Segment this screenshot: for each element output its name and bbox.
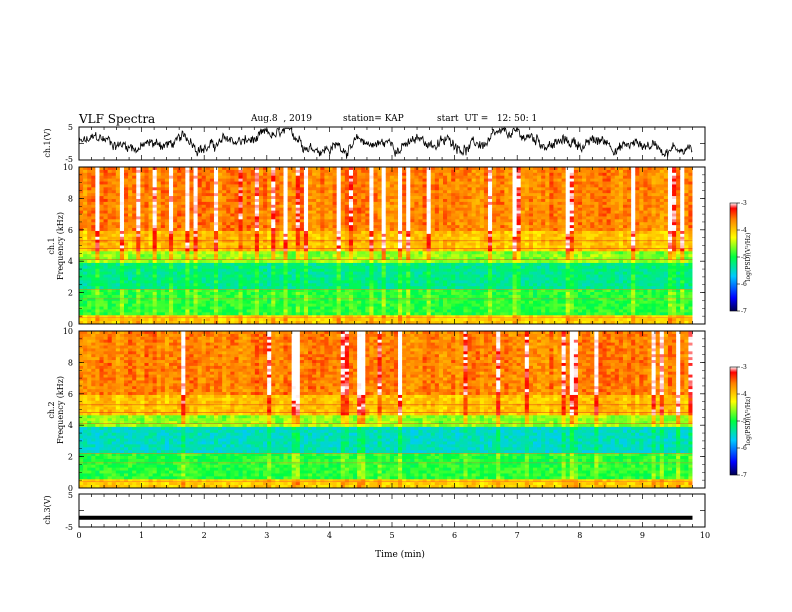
xtick-label: 4: [327, 531, 332, 540]
ch2-spectrogram-ylabel: Frequency (kHz): [56, 376, 65, 444]
ytick-label: 6: [68, 390, 73, 399]
ch2-spectrogram-yticks: 0 2 4 6 8 10: [63, 327, 706, 493]
ch1-colorbar: [729, 202, 738, 312]
ch1-waveform-ylabel: ch.1(V): [43, 128, 52, 157]
ch3-ytick-bottom: -5: [65, 523, 73, 532]
xtick-label: 8: [577, 531, 582, 540]
ch3-waveform-frame: [78, 493, 706, 528]
ch1-ytick-top: 5: [68, 123, 73, 132]
ch3-ytick-top: 5: [68, 491, 73, 500]
ytick-label: 0: [68, 320, 73, 329]
ytick-label: 10: [63, 327, 73, 336]
xtick-label: 5: [389, 531, 394, 540]
time-axis-ticklabels: 0 1 2 3 4 5 6 7 8 9 10: [76, 531, 710, 540]
colorbar-tick-label: -5: [741, 254, 747, 261]
ytick-label: 0: [68, 484, 73, 493]
chart-title: VLF Spectra: [79, 112, 156, 126]
ch2-spectrogram-label: ch.2: [47, 401, 56, 418]
ch2-colorbar-label: log(PSD)(V²/Hz): [745, 397, 752, 446]
header-station: station= KAP: [343, 114, 404, 124]
colorbar-tick-label: -4: [741, 227, 747, 234]
xtick-label: 3: [264, 531, 269, 540]
ytick-label: 8: [68, 358, 73, 367]
ytick-label: 2: [68, 453, 73, 462]
ch1-colorbar-ticks: -3 -4 -5 -6 -7: [737, 200, 747, 315]
ch2-colorbar-ticks: -3 -4 -5 -6 -7: [737, 364, 747, 479]
colorbar-tick-label: -7: [741, 308, 747, 315]
xtick-label: 10: [700, 531, 710, 540]
xtick-label: 7: [515, 531, 520, 540]
ytick-label: 6: [68, 226, 73, 235]
ch1-spectrogram-heatmap: [79, 167, 705, 325]
ch1-spectrogram-ylabel: Frequency (kHz): [56, 212, 65, 280]
header-date: Aug.8 , 2019: [251, 114, 312, 124]
ytick-label: 4: [68, 421, 73, 430]
ytick-label: 10: [63, 163, 73, 172]
xtick-label: 0: [76, 531, 81, 540]
ch1-colorbar-label: log(PSD)(V²/Hz): [745, 233, 752, 282]
colorbar-tick-label: -4: [741, 391, 747, 398]
ch2-spectrogram-heatmap: [79, 331, 705, 489]
colorbar-tick-label: -7: [741, 472, 747, 479]
ytick-label: 8: [68, 194, 73, 203]
ch1-spectrogram-yticks: 0 2 4 6 8 10: [63, 163, 706, 329]
xtick-label: 6: [452, 531, 457, 540]
ytick-label: 4: [68, 257, 73, 266]
ch3-waveform-ylabel: ch.3(V): [43, 495, 52, 524]
colorbar-tick-label: -5: [741, 418, 747, 425]
colorbar-tick-label: -6: [741, 281, 747, 288]
header-start-time: start UT = 12: 50: 1: [437, 114, 538, 124]
ch2-colorbar: [729, 366, 738, 476]
colorbar-tick-label: -3: [741, 200, 747, 207]
time-axis-xlabel: Time (min): [375, 549, 425, 560]
ch1-spectrogram-label: ch.1: [47, 237, 56, 254]
xtick-label: 9: [640, 531, 645, 540]
ch1-waveform-line: [78, 126, 693, 159]
panel-ch3-waveform: 5 -5 ch.3(V) 0 1 2 3 4 5 6 7 8 9 10 Time (min): [43, 491, 710, 560]
panel-ch1-waveform: 5 -5 ch.1(V): [43, 123, 706, 164]
ch1-waveform-ticks: [78, 126, 706, 161]
xtick-label: 2: [202, 531, 207, 540]
ytick-label: 2: [68, 289, 73, 298]
colorbar-tick-label: -6: [741, 445, 747, 452]
ch1-ytick-bottom: -5: [65, 155, 73, 164]
ch3-waveform-ticks: [78, 493, 706, 528]
xtick-label: 1: [139, 531, 144, 540]
colorbar-tick-label: -3: [741, 364, 747, 371]
